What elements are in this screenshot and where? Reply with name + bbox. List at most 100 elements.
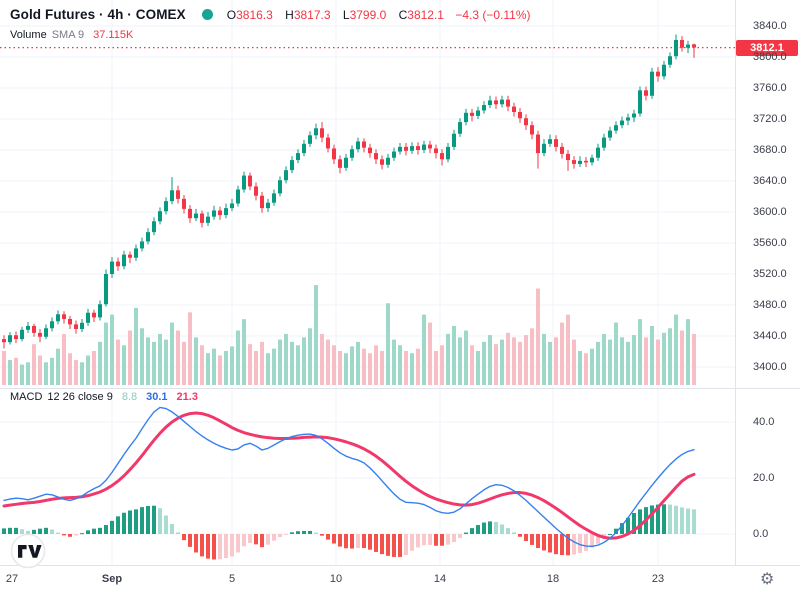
candle-body	[86, 312, 90, 323]
candle-body	[278, 180, 282, 194]
candle-body	[638, 90, 642, 114]
candle-body	[584, 160, 588, 163]
volume-bar	[410, 353, 414, 385]
market-status-dot[interactable]	[201, 9, 213, 20]
macd-histogram-bar	[458, 534, 462, 538]
axis-tick-label: 40.0	[753, 416, 775, 428]
macd-histogram-bar	[350, 534, 354, 549]
macd-histogram-bar	[32, 529, 36, 534]
macd-histogram-bar	[8, 527, 12, 534]
candle-body	[92, 312, 96, 318]
high-value: 3817.3	[293, 7, 331, 22]
candle-body	[266, 202, 270, 209]
volume-bar	[446, 333, 450, 385]
volume-bar	[2, 350, 6, 385]
volume-bar	[134, 307, 138, 385]
macd-histogram-bar	[116, 516, 120, 534]
macd-signal-value: 21.3	[176, 391, 198, 403]
axis-tick-label: 20.0	[753, 472, 775, 484]
macd-histogram-bar	[422, 534, 426, 546]
candle-body	[386, 157, 390, 165]
pane-separator[interactable]	[0, 388, 800, 389]
volume-bar	[620, 337, 624, 385]
settings-gear-icon[interactable]: ⚙	[760, 571, 775, 588]
candle-body	[80, 322, 84, 330]
macd-histogram-bar	[416, 534, 420, 548]
volume-bar	[236, 330, 240, 385]
volume-bar	[356, 341, 360, 385]
candle-body	[164, 201, 168, 212]
volume-bar	[110, 314, 114, 385]
macd-histogram-bar	[368, 534, 372, 550]
volume-bar	[638, 319, 642, 385]
candle-body	[248, 175, 252, 187]
volume-bar	[608, 339, 612, 385]
macd-histogram-bar	[290, 532, 294, 534]
volume-bar	[566, 314, 570, 385]
candle-body	[44, 328, 48, 337]
tradingview-logo[interactable]	[9, 532, 47, 570]
macd-histogram-bar	[104, 525, 108, 534]
volume-bar	[386, 303, 390, 385]
macd-histogram-bar	[74, 534, 78, 536]
macd-histogram-bar	[296, 531, 300, 534]
macd-histogram-bar	[434, 534, 438, 546]
open-value: 3816.3	[236, 7, 273, 22]
volume-bar	[344, 353, 348, 385]
candle-body	[332, 148, 336, 160]
macd-histogram-bar	[446, 534, 450, 545]
volume-bar	[92, 350, 96, 385]
volume-bar	[578, 350, 582, 385]
axis-tick-label: 3520.0	[753, 268, 787, 280]
candle-body	[686, 44, 690, 48]
volume-bar	[308, 328, 312, 385]
macd-histogram-bar	[656, 504, 660, 534]
macd-histogram-bar	[332, 534, 336, 544]
volume-legend[interactable]: Volume SMA 9 37.115K	[10, 29, 133, 41]
volume-bar	[518, 341, 522, 385]
volume-bar	[158, 333, 162, 385]
candle-body	[626, 117, 630, 121]
macd-histogram-bar	[620, 523, 624, 534]
low-value: 3799.0	[349, 7, 387, 22]
candle-body	[68, 318, 72, 325]
candle-body	[662, 64, 666, 77]
volume-bar	[464, 330, 468, 385]
macd-histogram-bar	[440, 534, 444, 546]
candle-body	[314, 128, 318, 136]
volume-bar	[476, 350, 480, 385]
candle-body	[368, 147, 372, 154]
volume-bar	[62, 333, 66, 385]
axis-tick-label: 3760.0	[753, 82, 787, 94]
candle-body	[608, 130, 612, 138]
volume-bar	[536, 288, 540, 385]
volume-bar	[374, 345, 378, 385]
volume-bar	[542, 333, 546, 385]
time-axis-separator	[0, 565, 800, 566]
macd-histogram-bar	[668, 504, 672, 534]
macd-histogram-bar	[176, 532, 180, 534]
volume-bar	[470, 345, 474, 385]
macd-histogram-bar	[320, 534, 324, 536]
macd-histogram-bar	[380, 534, 384, 555]
candle-body	[134, 248, 138, 258]
candle-body	[494, 100, 498, 105]
symbol-legend[interactable]: Gold Futures · 4h · COMEX O3816.3 H3817.…	[10, 7, 531, 22]
candle-body	[476, 110, 480, 116]
volume-bar	[440, 345, 444, 385]
logo-t-glyph	[18, 545, 27, 558]
macd-histogram-bar	[284, 534, 288, 535]
macd-histogram-bar	[344, 534, 348, 549]
volume-bar	[14, 357, 18, 385]
candle-body	[380, 159, 384, 165]
time-tick-label: 23	[651, 573, 665, 585]
candle-body	[392, 151, 396, 158]
volume-bar	[320, 333, 324, 385]
volume-bar	[86, 355, 90, 385]
macd-histogram-bar	[50, 529, 54, 534]
candle-body	[470, 112, 474, 116]
volume-bar	[524, 335, 528, 385]
macd-legend[interactable]: MACD 12 26 close 9 8.8 30.1 21.3	[10, 391, 198, 403]
macd-histogram-bar	[542, 534, 546, 551]
